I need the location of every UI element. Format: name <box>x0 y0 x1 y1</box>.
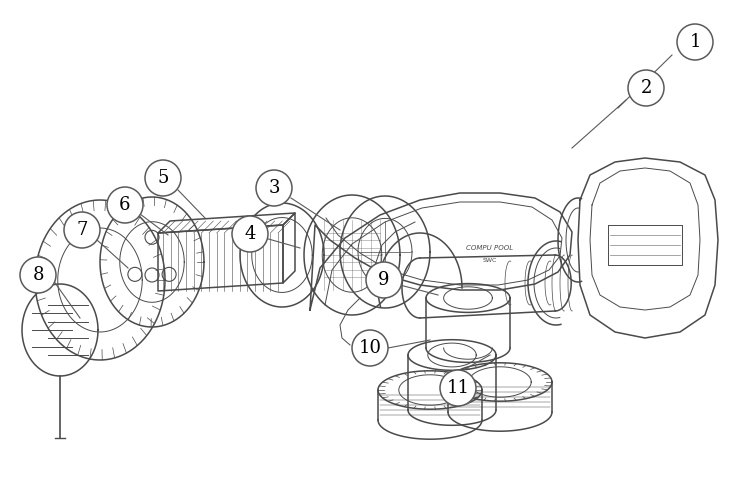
Text: 9: 9 <box>378 271 390 289</box>
Text: 10: 10 <box>359 339 381 357</box>
Circle shape <box>352 330 388 366</box>
Circle shape <box>64 212 100 248</box>
Text: 3: 3 <box>268 179 280 197</box>
Text: 11: 11 <box>447 379 469 397</box>
Circle shape <box>628 70 664 106</box>
Circle shape <box>20 257 56 293</box>
Circle shape <box>145 160 181 196</box>
Text: 1: 1 <box>690 33 701 51</box>
Text: 6: 6 <box>120 196 131 214</box>
Circle shape <box>256 170 292 206</box>
Text: 8: 8 <box>32 266 44 284</box>
Text: 4: 4 <box>244 225 256 243</box>
Circle shape <box>107 187 143 223</box>
Circle shape <box>440 370 476 406</box>
Text: SWC: SWC <box>483 258 497 262</box>
Text: COMPU POOL: COMPU POOL <box>466 245 514 251</box>
Text: 2: 2 <box>640 79 652 97</box>
Text: 5: 5 <box>157 169 168 187</box>
Circle shape <box>677 24 713 60</box>
Text: 7: 7 <box>76 221 88 239</box>
Circle shape <box>232 216 268 252</box>
Circle shape <box>366 262 402 298</box>
